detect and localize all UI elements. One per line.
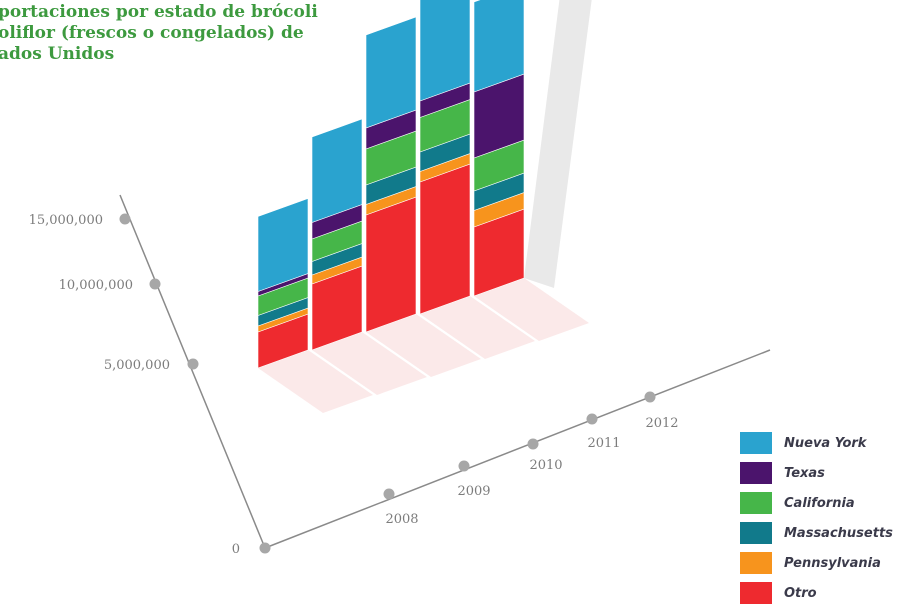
bar-shadow-shape — [524, 0, 592, 288]
bar-segment-2009-nueva-york — [311, 118, 363, 223]
y-axis-line — [119, 194, 266, 549]
legend: Nueva York Texas California Massachusetts Pe… — [740, 428, 893, 608]
chart-title-line-2: oliflor (frescos o congelados) de — [0, 23, 304, 43]
legend-label-massachusetts: Massachusetts — [784, 525, 893, 541]
legend-label-pennsylvania: Pennsylvania — [784, 555, 881, 571]
bar-shadow — [524, 0, 592, 288]
floor-reflection-2012 — [474, 278, 589, 341]
floor-reflection-2011 — [420, 296, 535, 359]
legend-swatch-nueva-york — [740, 432, 772, 454]
x-tick-label-2011: 2011 — [587, 436, 620, 451]
legend-swatch-pennsylvania — [740, 552, 772, 574]
legend-swatch-texas — [740, 462, 772, 484]
x-tick-marker-2008 — [383, 488, 395, 500]
x-tick-label-2008: 2008 — [385, 512, 418, 527]
floor-reflections — [258, 278, 589, 413]
x-axis-line — [264, 349, 771, 549]
x-tick-label-2010: 2010 — [529, 458, 562, 473]
bar-segment-2010-nueva-york — [365, 16, 417, 129]
legend-item-texas: Texas — [740, 458, 893, 488]
legend-item-california: California — [740, 488, 893, 518]
chart-title-line-1: portaciones por estado de brócoli — [0, 2, 318, 22]
bar-segment-2010-otro — [365, 196, 417, 333]
x-tick-marker-2011 — [586, 413, 598, 425]
y-tick-label-0: 0 — [232, 542, 240, 557]
chart-title: portaciones por estado de brócoli oliflo… — [0, 2, 318, 65]
floor-reflection-2009 — [312, 332, 427, 395]
legend-swatch-otro — [740, 582, 772, 604]
bar-segment-2011-otro — [419, 163, 471, 315]
y-tick-marker-3 — [119, 213, 131, 225]
floor-reflection-2008 — [258, 350, 373, 413]
y-tick-label-2: 10,000,000 — [59, 278, 133, 293]
legend-item-otro: Otro — [740, 578, 893, 608]
y-tick-marker-1 — [187, 358, 199, 370]
legend-item-massachusetts: Massachusetts — [740, 518, 893, 548]
legend-label-otro: Otro — [784, 585, 817, 601]
y-tick-label-1: 5,000,000 — [104, 358, 170, 373]
legend-label-texas: Texas — [784, 465, 825, 481]
bar-segment-2012-nueva-york — [473, 0, 525, 93]
bar-segment-2008-nueva-york — [257, 198, 309, 292]
x-tick-label-2009: 2009 — [457, 484, 490, 499]
legend-swatch-massachusetts — [740, 522, 772, 544]
chart-title-line-3: ados Unidos — [0, 44, 115, 64]
legend-item-nueva-york: Nueva York — [740, 428, 893, 458]
legend-label-nueva-york: Nueva York — [784, 435, 867, 451]
y-axis-ticks: 0 5,000,000 10,000,000 15,000,000 — [29, 213, 271, 557]
origin-marker — [259, 542, 271, 554]
x-tick-marker-2009 — [458, 460, 470, 472]
y-tick-label-3: 15,000,000 — [29, 213, 103, 228]
floor-reflection-2010 — [366, 314, 481, 377]
x-tick-label-2012: 2012 — [645, 416, 678, 431]
legend-label-california: California — [784, 495, 855, 511]
x-tick-marker-2010 — [527, 438, 539, 450]
y-tick-marker-2 — [149, 278, 161, 290]
axes — [119, 194, 771, 549]
legend-item-pennsylvania: Pennsylvania — [740, 548, 893, 578]
x-tick-marker-2012 — [644, 391, 656, 403]
bar-segment-2011-nueva-york — [419, 0, 471, 102]
legend-swatch-california — [740, 492, 772, 514]
stacked-bars — [257, 0, 525, 369]
x-axis-ticks: 2008 2009 2010 2011 2012 — [383, 391, 679, 527]
